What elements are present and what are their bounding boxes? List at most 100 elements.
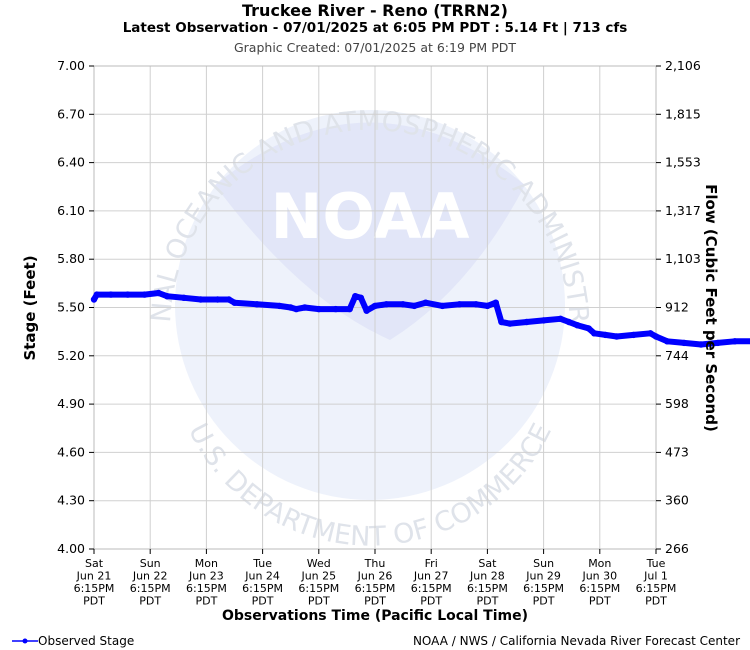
data-point bbox=[287, 304, 294, 311]
y-tick-label-right: 473 bbox=[665, 444, 689, 459]
watermark-logo-text: NOAA bbox=[271, 180, 470, 253]
y-axis-label-left: Stage (Feet) bbox=[21, 255, 39, 360]
data-point bbox=[93, 291, 101, 298]
data-point bbox=[456, 301, 463, 308]
y-tick-label: 4.60 bbox=[57, 444, 85, 459]
y-tick-label: 4.30 bbox=[57, 493, 85, 508]
y-tick-label-right: 744 bbox=[665, 348, 689, 363]
noaa-watermark: NOAA NATIONAL OCEANIC AND ATMOSPHERIC AD… bbox=[0, 0, 594, 553]
data-point bbox=[484, 302, 491, 310]
y-tick-label: 7.00 bbox=[57, 58, 85, 73]
data-point bbox=[276, 302, 283, 310]
x-tick-label: Tue Jun 24 6:15PM PDT bbox=[242, 557, 283, 608]
data-point bbox=[714, 339, 721, 347]
data-point bbox=[90, 296, 98, 303]
y-tick-label-right: 360 bbox=[665, 493, 689, 508]
data-point bbox=[647, 330, 654, 337]
data-point bbox=[180, 294, 188, 301]
y-tick-label: 6.70 bbox=[57, 106, 85, 121]
data-point bbox=[591, 330, 598, 337]
data-point bbox=[163, 293, 171, 300]
x-tick-label: Fri Jun 27 6:15PM PDT bbox=[411, 557, 452, 608]
data-point bbox=[574, 322, 581, 329]
x-axis-label: Observations Time (Pacific Local Time) bbox=[222, 608, 528, 624]
data-point bbox=[293, 305, 300, 313]
data-point bbox=[124, 291, 131, 298]
data-point bbox=[652, 333, 660, 340]
data-point bbox=[585, 325, 592, 332]
data-point bbox=[680, 339, 688, 347]
data-point bbox=[540, 317, 547, 324]
data-point bbox=[363, 307, 370, 314]
data-point bbox=[357, 294, 365, 301]
data-point bbox=[301, 304, 308, 311]
data-point bbox=[492, 299, 499, 306]
data-point bbox=[225, 296, 233, 303]
data-point bbox=[107, 291, 115, 298]
y-tick-label-right: 912 bbox=[665, 300, 689, 315]
data-point bbox=[253, 301, 261, 308]
data-point bbox=[664, 338, 671, 345]
y-tick-label: 5.20 bbox=[57, 348, 85, 363]
data-point bbox=[630, 331, 637, 339]
y-tick-label: 6.10 bbox=[57, 203, 85, 218]
credit: NOAA / NWS / California Nevada River For… bbox=[412, 634, 740, 648]
x-axis: Sat Jun 21 6:15PM PDT Sun Jun 22 6:15PM PDT Mon J… bbox=[74, 549, 677, 608]
legend-label: Observed Stage bbox=[38, 634, 135, 648]
y-tick-label-right: 1,553 bbox=[665, 155, 701, 170]
x-tick-label: Mon Jun 23 6:15PM PDT bbox=[186, 557, 227, 608]
data-point bbox=[523, 318, 530, 326]
data-point bbox=[731, 338, 738, 345]
y-tick-label: 4.00 bbox=[57, 541, 85, 556]
x-tick-label: Tue Jul 1 6:15PM PDT bbox=[636, 557, 677, 608]
y-tick-label: 4.90 bbox=[57, 396, 85, 411]
y-tick-label: 5.80 bbox=[57, 251, 85, 266]
x-tick-label: Sun Jun 29 6:15PM PDT bbox=[523, 557, 564, 608]
series-line-observed-stage bbox=[91, 290, 750, 348]
data-point bbox=[422, 299, 429, 306]
legend: Observed Stage bbox=[12, 634, 134, 648]
y-tick-label-right: 598 bbox=[665, 396, 689, 411]
data-point bbox=[473, 301, 480, 308]
x-tick-label: Mon Jun 30 6:15PM PDT bbox=[579, 557, 620, 608]
y-tick-label: 5.50 bbox=[57, 300, 85, 315]
legend-line-marker bbox=[12, 638, 38, 644]
data-point bbox=[383, 301, 390, 308]
data-point bbox=[506, 320, 514, 327]
data-point bbox=[498, 318, 505, 326]
data-point bbox=[557, 315, 564, 322]
data-point bbox=[197, 296, 204, 303]
y-axis-label-right: Flow (Cubic Feet per Second) bbox=[702, 184, 720, 432]
data-point bbox=[315, 305, 322, 313]
series-observed-stage bbox=[90, 289, 750, 348]
created-timestamp: Graphic Created: 07/01/2025 at 6:19 PM P… bbox=[233, 40, 516, 55]
data-point bbox=[411, 302, 418, 310]
y-tick-label-right: 1,815 bbox=[665, 106, 701, 121]
y-tick-label: 6.40 bbox=[57, 155, 85, 170]
x-tick-label: Sun Jun 22 6:15PM PDT bbox=[130, 557, 171, 608]
y-axis-right: 2,106 1,815 1,553 1,317 1,103 912 744 598 473 360… bbox=[656, 58, 701, 556]
data-point bbox=[565, 318, 573, 326]
data-point bbox=[231, 299, 238, 306]
x-tick-label: Sat Jun 21 6:15PM PDT bbox=[74, 557, 115, 608]
data-point bbox=[346, 305, 353, 313]
data-point bbox=[352, 293, 359, 300]
data-point bbox=[371, 302, 379, 310]
y-axis-left: 7.00 6.70 6.40 6.10 5.80 5.50 5.20 4.90 4.60 4.30… bbox=[57, 58, 94, 556]
data-point bbox=[602, 331, 609, 339]
x-tick-label: Wed Jun 25 6:15PM PDT bbox=[298, 557, 339, 608]
chart-subtitle: Latest Observation - 07/01/2025 at 6:05 … bbox=[122, 20, 628, 36]
x-tick-label: Thu Jun 26 6:15PM PDT bbox=[355, 557, 396, 608]
data-point bbox=[141, 291, 148, 298]
data-point bbox=[214, 296, 221, 303]
y-tick-label-right: 2,106 bbox=[665, 58, 701, 73]
y-tick-label-right: 1,103 bbox=[665, 251, 701, 266]
data-point bbox=[155, 289, 162, 297]
y-tick-label-right: 266 bbox=[665, 541, 689, 556]
data-point bbox=[332, 305, 339, 313]
chart-title: Truckee River - Reno (TRRN2) bbox=[242, 1, 508, 20]
x-tick-label: Sat Jun 28 6:15PM PDT bbox=[467, 557, 508, 608]
data-point bbox=[399, 301, 407, 308]
data-point bbox=[613, 333, 620, 340]
